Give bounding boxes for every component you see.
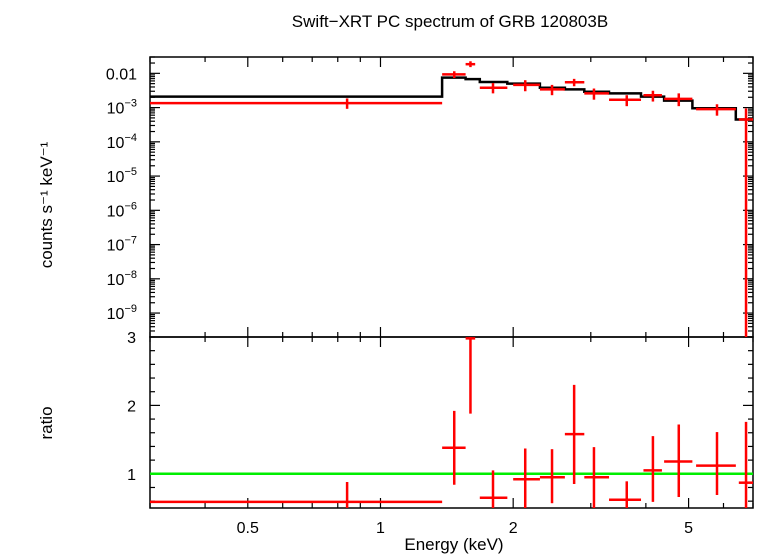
spectrum-data-point [738, 108, 753, 337]
ratio-y-axis-label: ratio [37, 406, 56, 439]
y-tick-label: 10−6 [107, 200, 137, 220]
ratio-data-point [696, 432, 736, 496]
ratio-data-point [442, 410, 466, 485]
y-tick-label: 10−9 [107, 303, 137, 323]
chart-title: Swift−XRT PC spectrum of GRB 120803B [292, 12, 608, 31]
y-tick-label: 0.01 [106, 66, 137, 83]
x-tick-label: 0.5 [237, 520, 259, 537]
y-tick-label: 3 [127, 330, 136, 347]
x-tick-label: 5 [684, 520, 693, 537]
y-tick-label: 2 [127, 398, 136, 415]
x-axis-label: Energy (keV) [404, 535, 503, 554]
spectrum-axes: 0.01 10−3 10−4 10−5 10−6 10−7 10−8 10−9 [106, 56, 754, 347]
ratio-data-point [479, 470, 508, 508]
ratio-data-point [664, 424, 693, 498]
ratio-data-point [609, 481, 642, 508]
y-tick-label: 10−8 [107, 269, 137, 289]
y-tick-label: 10−3 [107, 98, 137, 118]
spectrum-data-point [465, 61, 476, 68]
ratio-data-point [643, 436, 662, 502]
y-tick-label: 10−4 [107, 132, 137, 152]
ratio-data-point [150, 482, 443, 508]
y-tick-label: 10−5 [107, 166, 137, 186]
ratio-data-point [584, 447, 610, 508]
spectrum-y-axis-label: counts s⁻¹ keV⁻¹ [37, 141, 56, 268]
y-tick-label: 10−7 [107, 235, 137, 255]
spectrum-data-point [150, 98, 443, 109]
model-curve-group [150, 76, 753, 121]
spectrum-data-point [696, 104, 736, 116]
spectrum-data-point [479, 83, 508, 94]
ratio-data-group [150, 337, 753, 508]
ratio-data-point [738, 421, 753, 508]
ratio-data-point [539, 449, 565, 504]
ratio-data-point [513, 448, 540, 508]
spectrum-plot-frame [149, 56, 754, 338]
ratio-plot-frame [149, 336, 754, 509]
spectrum-data-point [539, 84, 565, 96]
spectrum-data-point [643, 90, 662, 102]
spectrum-data-point [609, 95, 642, 107]
ratio-data-point [564, 384, 585, 485]
x-tick-label: 2 [509, 520, 518, 537]
spectrum-data-point [513, 80, 540, 92]
y-tick-label: 1 [127, 467, 136, 484]
spectrum-data-point [564, 78, 585, 87]
spectrum-data-group [150, 61, 753, 337]
spectrum-data-point [664, 93, 693, 107]
ratio-data-point [465, 337, 476, 414]
spectrum-data-point [584, 88, 610, 100]
x-tick-label: 1 [376, 520, 385, 537]
ratio-axes: 0.5 1 2 5 1 2 3 [127, 330, 754, 537]
model-step-line [150, 76, 753, 121]
spectrum-data-point [442, 71, 466, 79]
